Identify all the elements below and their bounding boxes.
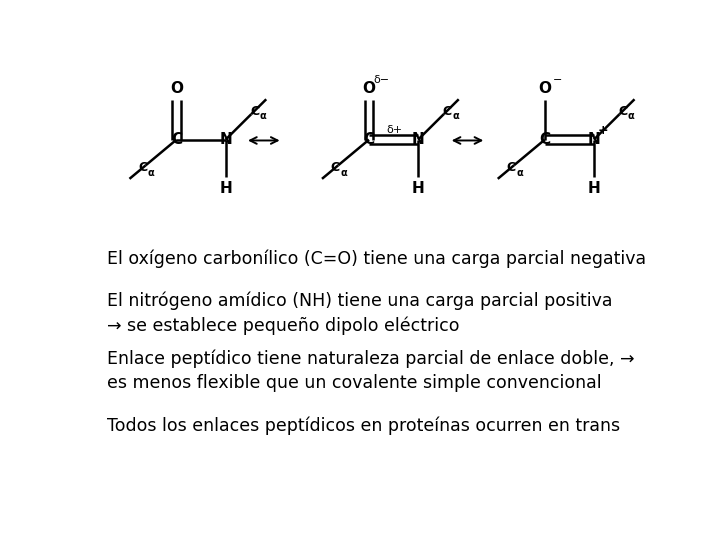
Text: +: + [598, 124, 608, 137]
Text: Enlace peptídico tiene naturaleza parcial de enlace doble, →
es menos flexible q: Enlace peptídico tiene naturaleza parcia… [107, 349, 634, 393]
Text: El oxígeno carbonílico (C=O) tiene una carga parcial negativa: El oxígeno carbonílico (C=O) tiene una c… [107, 250, 646, 268]
Text: α: α [452, 111, 459, 122]
Text: C: C [331, 161, 340, 174]
Text: α: α [260, 111, 266, 122]
Text: H: H [588, 181, 600, 196]
Text: α: α [341, 168, 347, 178]
Text: Todos los enlaces peptídicos en proteínas ocurren en trans: Todos los enlaces peptídicos en proteína… [107, 416, 620, 435]
Text: C: C [443, 105, 451, 118]
Text: α: α [516, 168, 523, 178]
Text: C: C [171, 132, 182, 147]
Text: −: − [552, 75, 562, 85]
Text: H: H [412, 181, 425, 196]
Text: C: C [364, 132, 374, 147]
Text: α: α [148, 168, 155, 178]
Text: δ+: δ+ [386, 125, 402, 136]
Text: C: C [618, 105, 627, 118]
Text: O: O [362, 81, 376, 96]
Text: C: C [138, 161, 148, 174]
Text: C: C [539, 132, 550, 147]
Text: N: N [219, 132, 232, 147]
Text: El nitrógeno amídico (NH) tiene una carga parcial positiva
→ se establece pequeñ: El nitrógeno amídico (NH) tiene una carg… [107, 292, 612, 335]
Text: N: N [588, 132, 600, 147]
Text: N: N [412, 132, 425, 147]
Text: C: C [507, 161, 516, 174]
Text: O: O [539, 81, 552, 96]
Text: δ−: δ− [373, 75, 390, 85]
Text: α: α [628, 111, 634, 122]
Text: O: O [170, 81, 183, 96]
Text: H: H [219, 181, 232, 196]
Text: C: C [250, 105, 259, 118]
